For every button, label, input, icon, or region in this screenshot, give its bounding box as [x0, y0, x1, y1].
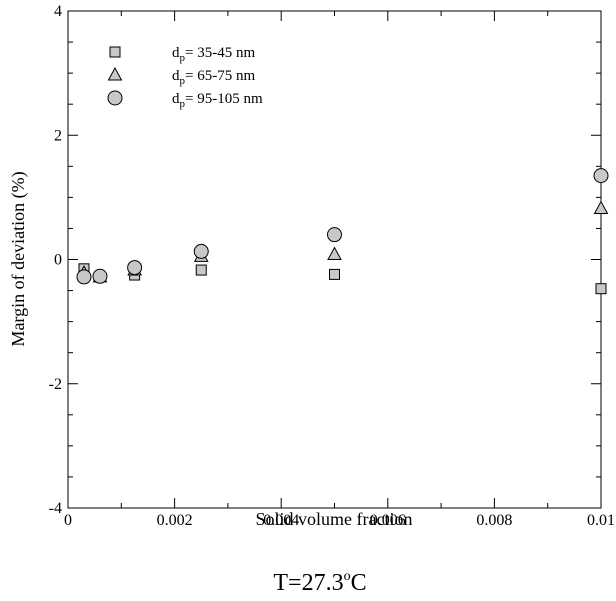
- legend-triangle-marker: [107, 66, 123, 81]
- y-tick-label: 0: [54, 252, 62, 269]
- caption-degree: o: [344, 569, 351, 584]
- x-tick-label: 0.01: [587, 512, 615, 529]
- circle-point: [92, 268, 108, 284]
- legend-entry-label: dp= 65-75 nm: [172, 68, 255, 87]
- y-tick-label: 2: [54, 127, 62, 144]
- legend-square-marker: [109, 46, 121, 58]
- x-tick-label: 0.006: [370, 512, 406, 529]
- tick-labels: 0 0.002 0.004 0.006 0.008 0.01 -4 -2 0 2 4: [49, 3, 615, 529]
- x-tick-label: 0: [64, 512, 72, 529]
- x-axis-label: Solid volume fraction: [256, 509, 413, 529]
- circle-point: [127, 260, 143, 276]
- circle-point: [327, 227, 342, 243]
- legend-entry-label: dp= 35-45 nm: [172, 45, 255, 64]
- square-point: [595, 283, 607, 295]
- x-tick-label: 0.008: [476, 512, 512, 529]
- legend-circle-marker: [107, 90, 123, 106]
- x-tick-label: 0.004: [263, 512, 299, 529]
- temperature-caption: T=27.3oC: [273, 569, 366, 596]
- data-marks: [76, 168, 609, 295]
- y-tick-label: 4: [54, 3, 62, 20]
- y-tick-label: -2: [49, 376, 62, 393]
- caption-main: T=27.3: [273, 570, 343, 596]
- square-point: [195, 264, 207, 276]
- circle-point: [193, 243, 209, 259]
- circle-point: [593, 168, 609, 184]
- y-axis-label: Margin of deviation (%): [8, 171, 29, 346]
- square-point: [329, 268, 340, 280]
- circle-point: [76, 269, 92, 285]
- legend-entry-label: dp= 95-105 nm: [172, 91, 263, 110]
- x-tick-label: 0.002: [157, 512, 193, 529]
- triangle-point: [593, 200, 609, 215]
- triangle-point: [327, 246, 342, 261]
- y-tick-label: -4: [49, 500, 62, 517]
- legend: dp= 35-45 nm dp= 65-75 nm dp= 95-105 nm: [107, 45, 263, 110]
- caption-unit: C: [351, 570, 367, 596]
